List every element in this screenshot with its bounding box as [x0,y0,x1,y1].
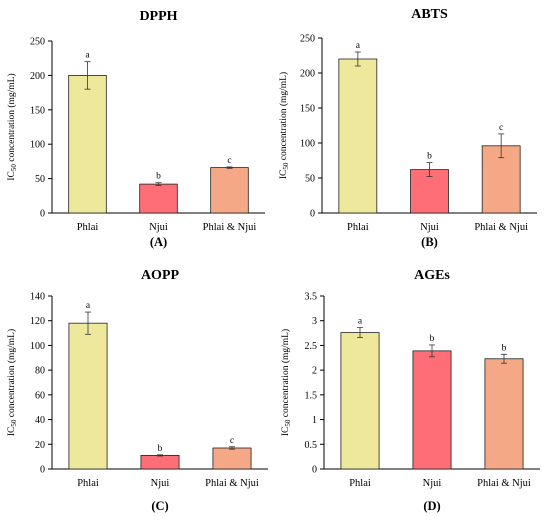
significance-letter: a [86,301,91,311]
x-category-label: Njui [423,478,442,489]
y-tick-label: 80 [35,366,45,377]
significance-letter: c [499,123,503,133]
y-tick-label: 200 [300,69,315,80]
panel-label: (D) [423,499,440,513]
significance-letter: b [430,334,435,344]
y-tick-label: 1.5 [305,390,318,401]
y-tick-label: 150 [30,105,45,116]
significance-letter: b [158,444,163,454]
chart-aopp: AOPP 0 20 40 60 80 100 120 140 IC50 concentration… [6,268,268,513]
y-tick-label: 0 [312,465,317,476]
y-tick-label: 50 [35,174,45,185]
y-tick-label: 0 [40,465,45,476]
panel-label: (A) [150,235,167,249]
y-tick-label: 40 [35,415,45,426]
significance-letter: c [230,436,234,446]
y-tick-label: 150 [300,104,315,115]
x-category-label: Njui [420,222,439,233]
x-category-label: Phlai [347,222,369,233]
y-tick-label: 0.5 [305,440,318,451]
bar-3 [484,358,524,470]
bar-1 [68,322,108,470]
y-tick-label: 3.5 [305,292,318,303]
significance-letter: a [85,51,90,61]
y-tick-label: 100 [30,140,45,151]
y-tick-label: 50 [305,174,315,185]
y-tick-label: 250 [30,37,45,48]
significance-letter: a [356,41,361,51]
bar-2 [140,455,180,470]
y-tick-label: 140 [30,292,45,303]
bar-2 [139,183,178,214]
significance-letter: b [427,152,432,162]
y-tick-label: 20 [35,440,45,451]
y-tick-label: 2 [312,366,317,377]
bar-1 [340,332,380,470]
x-category-label: Njui [149,222,168,233]
y-axis-label: IC50 concentration (mg/mL) [6,73,18,180]
bar-3 [212,447,252,470]
y-tick-label: 250 [300,34,315,45]
y-tick-label: 200 [30,71,45,82]
bar-3 [210,167,249,214]
significance-letter: b [502,343,507,353]
y-tick-label: 100 [30,341,45,352]
x-category-label: Phlai & Njui [477,478,531,489]
panel-label: (C) [151,499,168,513]
chart-title: ABTS [411,7,448,22]
y-tick-label: 0 [310,209,315,220]
x-category-label: Phlai [77,222,99,233]
y-tick-label: 3 [312,316,317,327]
bar-1 [338,58,378,214]
y-tick-label: 60 [35,390,45,401]
significance-letter: b [156,172,161,182]
x-category-label: Phlai & Njui [203,222,257,233]
chart-dpph: DPPH 0 50 100 150 200 250 IC50 concentration (m… [6,9,265,249]
bar-2 [412,350,452,470]
chart-title: AOPP [141,268,180,283]
y-axis-label: IC50 concentration (mg/mL) [6,329,18,436]
chart-abts: ABTS 0 50 100 150 200 250 IC50 concentration (m… [278,7,537,249]
x-category-label: Phlai & Njui [205,478,259,489]
x-category-label: Phlai & Njui [474,222,528,233]
chart-ages: AGEs 0 0.5 1 1.5 2 2.5 3 3.5 IC50 concentration (… [280,268,540,513]
chart-title: DPPH [139,9,177,24]
x-category-label: Njui [151,478,170,489]
panel-label: (B) [421,235,438,249]
y-axis-label: IC50 concentration (mg/mL) [280,329,292,436]
y-tick-label: 0 [40,209,45,220]
significance-letter: c [227,156,231,166]
y-axis-label: IC50 concentration (mg/mL) [278,72,290,179]
y-tick-label: 100 [300,139,315,150]
y-tick-label: 1 [312,415,317,426]
chart-title: AGEs [414,268,450,283]
x-category-label: Phlai [349,478,371,489]
y-tick-label: 2.5 [305,341,318,352]
y-tick-label: 120 [30,316,45,327]
significance-letter: a [358,317,363,327]
x-category-label: Phlai [77,478,99,489]
bar-1 [68,75,107,214]
